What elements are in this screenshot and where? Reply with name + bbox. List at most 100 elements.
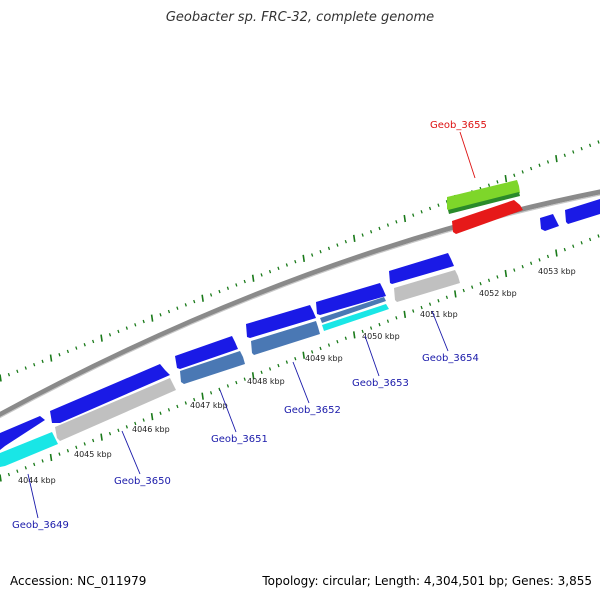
outer-tick (521, 170, 524, 174)
gene-label-geob-3654[interactable]: Geob_3654 (422, 353, 479, 364)
gene-reverse-grey-1[interactable] (55, 378, 176, 441)
accession-text: Accession: NC_011979 (10, 574, 147, 588)
outer-tick (572, 150, 575, 154)
outer-tick (294, 259, 297, 264)
outer-tick (268, 269, 272, 274)
inner-tick (176, 404, 179, 409)
inner-tick (403, 310, 407, 319)
gene-highlight-red[interactable] (452, 200, 523, 234)
inner-tick (302, 351, 306, 359)
gene-forward-8[interactable] (565, 199, 600, 224)
outer-tick (336, 243, 339, 247)
gene-label-geob-3655[interactable]: Geob_3655 (430, 120, 487, 131)
tick-labels: 4044 kbp 4045 kbp 4046 kbp 4047 kbp 4048 kbp… (18, 267, 576, 485)
gene-label-geob-3649[interactable]: Geob_3649 (12, 520, 69, 531)
inner-tick (277, 363, 280, 368)
inner-tick (235, 380, 238, 385)
outer-tick (125, 326, 128, 330)
inner-tick (327, 343, 331, 347)
inner-tick (521, 264, 524, 269)
highlight-gene[interactable] (447, 180, 523, 234)
inner-tick (437, 299, 440, 303)
map-title: Geobacter sp. FRC-32, complete genome (165, 10, 435, 25)
outer-tick (302, 254, 306, 262)
inner-tick (260, 370, 263, 375)
inner-tick (92, 438, 95, 443)
outer-tick (420, 210, 423, 214)
inner-tick (454, 290, 457, 298)
inner-tick (0, 474, 2, 482)
gene-forward-6[interactable] (389, 253, 454, 284)
inner-tick (159, 411, 162, 415)
outer-tick (555, 155, 558, 163)
gene-reverse-steel-3[interactable] (320, 297, 386, 323)
tick-label: 4053 kbp (538, 267, 576, 276)
outer-tick (83, 343, 86, 347)
inner-tick (369, 326, 373, 330)
inner-tick (412, 309, 415, 313)
inner-tick (319, 346, 322, 351)
inner-tick (361, 329, 364, 334)
gene-forward-2[interactable] (50, 364, 170, 423)
outer-tick (209, 293, 213, 297)
outer-tick (58, 353, 61, 357)
outer-tick (176, 306, 179, 310)
outer-tick (243, 279, 246, 284)
outer-tick (66, 349, 69, 354)
inner-tick (352, 331, 356, 339)
outer-tick (277, 266, 280, 271)
gene-reverse-steel-2[interactable] (251, 321, 320, 355)
tick-label: 4050 kbp (362, 332, 400, 341)
outer-tick (134, 323, 137, 327)
inner-tick (580, 241, 583, 245)
inner-tick (588, 237, 592, 242)
gene-reverse-cyan-1[interactable] (0, 432, 58, 467)
gene-reverse-cyan-2[interactable] (322, 304, 389, 331)
inner-tick (193, 397, 196, 402)
inner-tick (513, 268, 516, 272)
inner-tick (125, 425, 128, 429)
gene-forward-7[interactable] (540, 214, 559, 231)
inner-tick (344, 336, 347, 340)
gene-label-geob-3651[interactable]: Geob_3651 (211, 434, 268, 445)
genome-summary-text: Topology: circular; Length: 4,304,501 bp… (262, 574, 592, 588)
outer-tick (311, 253, 314, 257)
gene-label-geob-3652[interactable]: Geob_3652 (284, 405, 341, 416)
inner-tick (496, 275, 499, 279)
inner-tick (75, 445, 78, 450)
inner-tick (209, 391, 213, 395)
inner-tick (428, 302, 432, 306)
gene-forward-1[interactable] (0, 416, 45, 450)
gene-label-geob-3653[interactable]: Geob_3653 (352, 378, 409, 389)
inner-tick (294, 356, 297, 361)
outer-tick (344, 240, 347, 244)
inner-tick (530, 261, 533, 265)
outer-tick (378, 226, 381, 231)
gene-reverse-grey-2[interactable] (394, 270, 460, 302)
inner-tick (445, 295, 449, 300)
gene-forward-4[interactable] (246, 305, 316, 338)
outer-tick (487, 183, 491, 187)
inner-tick (555, 249, 558, 257)
gene-reverse-steel-1[interactable] (180, 351, 245, 384)
inner-tick (311, 350, 314, 354)
gene-forward-5[interactable] (316, 283, 386, 315)
gene-label-geob-3650[interactable]: Geob_3650 (114, 476, 171, 487)
gene-highlight-green[interactable] (447, 180, 520, 211)
gene-forward-3[interactable] (175, 336, 238, 369)
outer-tick (24, 366, 27, 370)
inner-tick (117, 428, 120, 432)
outer-tick (580, 146, 583, 151)
tick-label: 4046 kbp (132, 425, 170, 434)
outer-tick (0, 374, 2, 382)
outer-tick (108, 333, 112, 337)
gene-highlight-darkgreen[interactable] (448, 192, 520, 214)
outer-tick (41, 359, 44, 364)
inner-tick (546, 254, 550, 259)
inner-tick (33, 462, 36, 467)
inner-tick (41, 459, 44, 463)
inner-tick (462, 288, 465, 293)
forward-genes (0, 199, 600, 450)
outer-tick (588, 143, 592, 148)
